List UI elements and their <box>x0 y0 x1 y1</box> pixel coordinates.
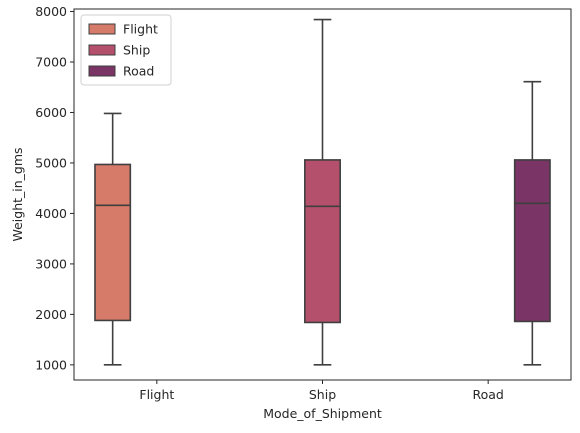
x-tick-label: Flight <box>139 387 174 402</box>
y-tick-label: 4000 <box>35 206 67 221</box>
box-flight <box>94 112 132 366</box>
y-tick-label: 8000 <box>35 4 67 19</box>
box-body <box>304 159 341 324</box>
y-tick-label: 5000 <box>35 155 67 170</box>
x-tick-label: Road <box>472 387 503 402</box>
legend-swatch <box>88 23 116 35</box>
x-tick-label: Ship <box>309 387 336 402</box>
legend-swatch <box>88 65 116 77</box>
boxes <box>94 18 551 366</box>
y-axis-label: Weight_in_gms <box>10 147 25 241</box>
y-tick-label: 2000 <box>35 307 67 322</box>
legend-entry-label: Ship <box>123 43 150 58</box>
box-body <box>94 163 132 322</box>
legend-swatch <box>88 44 116 56</box>
y-tick-label: 1000 <box>35 357 67 372</box>
x-axis-ticks: Flight Ship Road <box>139 380 504 402</box>
legend-entry-label: Flight <box>123 22 158 37</box>
y-tick-label: 6000 <box>35 105 67 120</box>
y-axis-ticks: 1000 2000 3000 4000 5000 6000 7000 8000 <box>35 4 74 372</box>
legend-entry-label: Road <box>123 64 154 79</box>
y-tick-label: 7000 <box>35 55 67 70</box>
y-tick-label: 3000 <box>35 256 67 271</box>
x-axis-label: Mode_of_Shipment <box>263 406 382 421</box>
box-road <box>513 80 551 366</box>
box-ship <box>304 18 341 366</box>
box-body <box>513 159 551 323</box>
legend: Flight Ship Road <box>80 14 172 86</box>
